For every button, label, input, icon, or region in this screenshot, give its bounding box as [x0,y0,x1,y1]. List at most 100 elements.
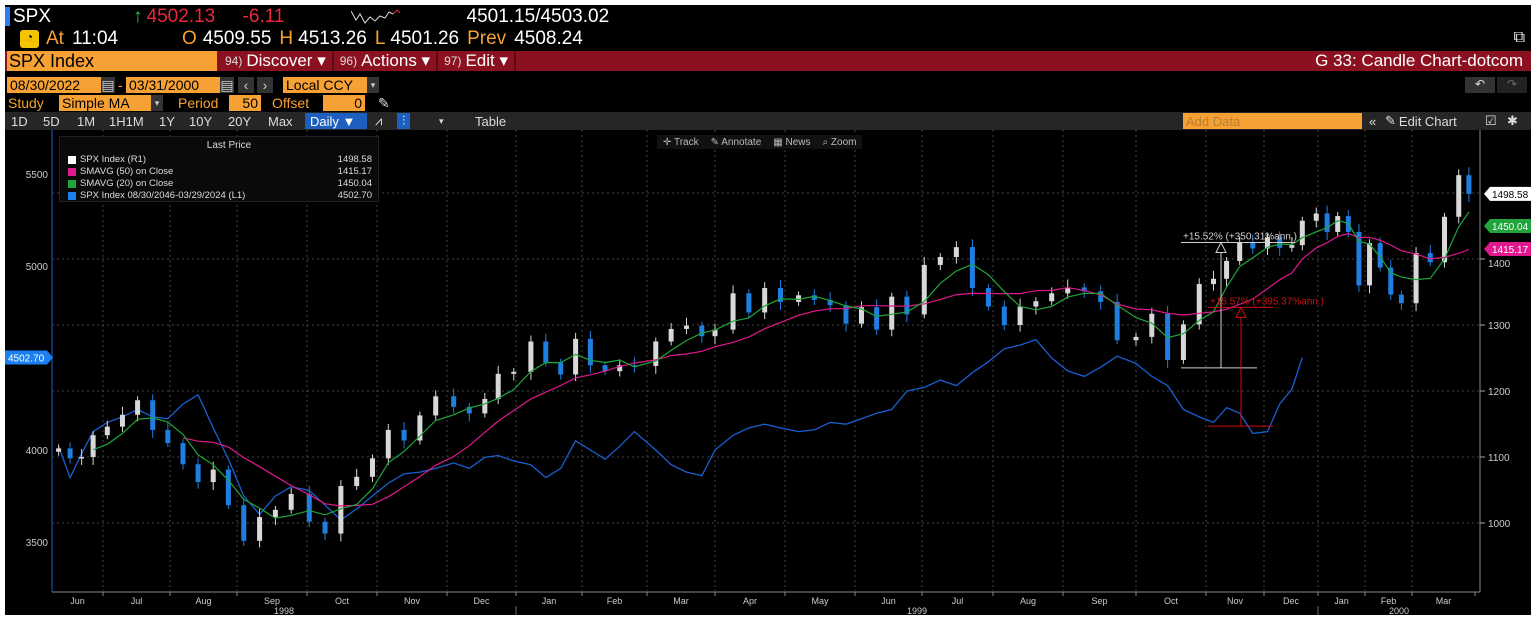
candle-body [827,299,833,306]
year-label: 1999 [907,606,927,615]
candle-body [288,493,294,510]
table-button[interactable]: Table [475,113,507,129]
range-10y[interactable]: 10Y [189,113,213,129]
candle-chart-icon[interactable]: ⫶ [397,113,411,129]
legend-item[interactable]: SMAVG (20) on Close 1450.04 [68,178,372,189]
left-axis-label: 5000 [26,262,49,273]
month-label: Feb [607,596,623,606]
month-label: Dec [473,596,490,606]
end-date-field[interactable]: 03/31/2000 [126,77,220,93]
legend-swatch [68,179,76,188]
chevron-down-icon[interactable]: ▾ [439,115,444,126]
candle-body [1133,336,1139,341]
range-1m[interactable]: 1M [77,113,96,129]
range-5d[interactable]: 5D [43,113,60,129]
popout-icon[interactable]: ⧉ [1513,29,1525,46]
at-label: At [46,28,64,49]
track-tool[interactable]: ✛ Track [663,136,699,148]
open-label: O [181,28,197,49]
security-field[interactable]: SPX Index [7,51,217,71]
tool-label: News [785,136,811,148]
undo-button[interactable]: ↶ [1465,77,1495,93]
period-field[interactable]: 50 [229,95,261,111]
l1-tag: 4502.70 [8,354,45,365]
range-20y[interactable]: 20Y [228,113,252,129]
triangle-icon [1235,306,1247,318]
measure-label: +15.52% (+350.31%ann.) [1183,232,1297,243]
discover-menu[interactable]: 94) Discover ▾ [219,51,334,71]
candle-body [119,414,125,427]
month-label: Jun [70,596,85,606]
currency-select[interactable]: Local CCY [283,77,367,93]
candle-body [796,295,802,302]
range-1y[interactable]: 1Y [159,113,175,129]
next-period-button[interactable]: › [257,77,273,93]
legend-value: 1415.17 [337,166,372,177]
study-select[interactable]: Simple MA [59,95,151,111]
candle-body [602,365,608,372]
candle-body [969,247,975,289]
candle-body [210,469,216,483]
legend-item[interactable]: SPX Index (R1) 1498.58 [68,154,372,165]
menu-label: Actions ▾ [361,51,431,70]
candle-body [401,429,407,441]
candle-body [272,509,278,518]
chevron-down-icon[interactable]: ▾ [151,95,163,111]
legend-swatch [68,167,76,176]
candle-body [904,296,910,315]
month-label: Mar [1436,596,1452,606]
month-label: Jun [881,596,896,606]
collapse-icon[interactable]: « [1369,113,1377,129]
chevron-down-icon[interactable]: ▾ [367,77,379,93]
annotate-tool[interactable]: ✎ Annotate [710,136,762,148]
candle-body [653,341,659,366]
bid-ask: 4501.15/4503.02 [466,5,610,27]
edit-icon[interactable]: ☑ [1485,113,1497,128]
news-tool[interactable]: ▦ News [773,136,811,148]
range-max[interactable]: Max [268,113,293,129]
candle-body [322,521,328,534]
line-chart-icon[interactable]: ⩘ [375,113,383,128]
frequency-select[interactable]: Daily ▼ [305,113,367,129]
redo-button[interactable]: ↷ [1497,77,1527,93]
candle-body [79,457,85,459]
left-axis-label: 3500 [26,538,49,549]
left-axis-label: 4000 [26,446,49,457]
month-label: Aug [1020,596,1036,606]
l1-series-line [57,338,1303,521]
edit-chart-button[interactable]: ✎ Edit Chart [1385,113,1457,129]
candle-body [1442,216,1448,263]
price-chart[interactable]: 1000 1100 1200 1300 1400 3500 4000 5000 5500 Jun J… [5,130,1531,615]
edit-menu[interactable]: 97) Edit ▾ [438,51,516,71]
candle-body [683,325,689,329]
add-data-input[interactable]: Add Data [1183,113,1362,129]
candle-body [1196,284,1202,325]
month-label: Feb [1381,596,1397,606]
sparkline-icon [350,8,400,24]
range-1h1m[interactable]: 1H1M [109,113,144,129]
candle-body [1456,175,1462,217]
sma20-tag: 1450.04 [1492,222,1529,233]
candle-body [338,486,344,534]
candle-body [150,400,156,430]
gear-icon[interactable]: ✱ [1507,113,1518,128]
start-date-field[interactable]: 08/30/2022 [7,77,101,93]
candle-body [104,426,110,436]
legend-item[interactable]: SMAVG (50) on Close 1415.17 [68,166,372,177]
calendar-icon[interactable]: ▤ [220,76,234,93]
legend-title: Last Price [206,140,252,151]
prev-period-button[interactable]: ‹ [238,77,254,93]
candle-body [668,328,674,342]
legend-item[interactable]: SPX Index 08/30/2046-03/29/2024 (L1) 4502… [68,190,372,201]
tool-label: Annotate [721,136,762,148]
calendar-icon[interactable]: ▤ [101,76,115,93]
zoom-tool[interactable]: ⌕ Zoom [822,136,857,148]
actions-menu[interactable]: 96) Actions ▾ [333,51,439,71]
menu-label: Discover ▾ [246,51,326,70]
month-label: Jul [131,596,143,606]
candle-body [699,325,705,337]
pencil-icon[interactable]: ✎ [378,94,390,111]
range-1d[interactable]: 1D [11,113,28,129]
high-value: 4513.26 [298,28,367,49]
offset-field[interactable]: 0 [323,95,365,111]
